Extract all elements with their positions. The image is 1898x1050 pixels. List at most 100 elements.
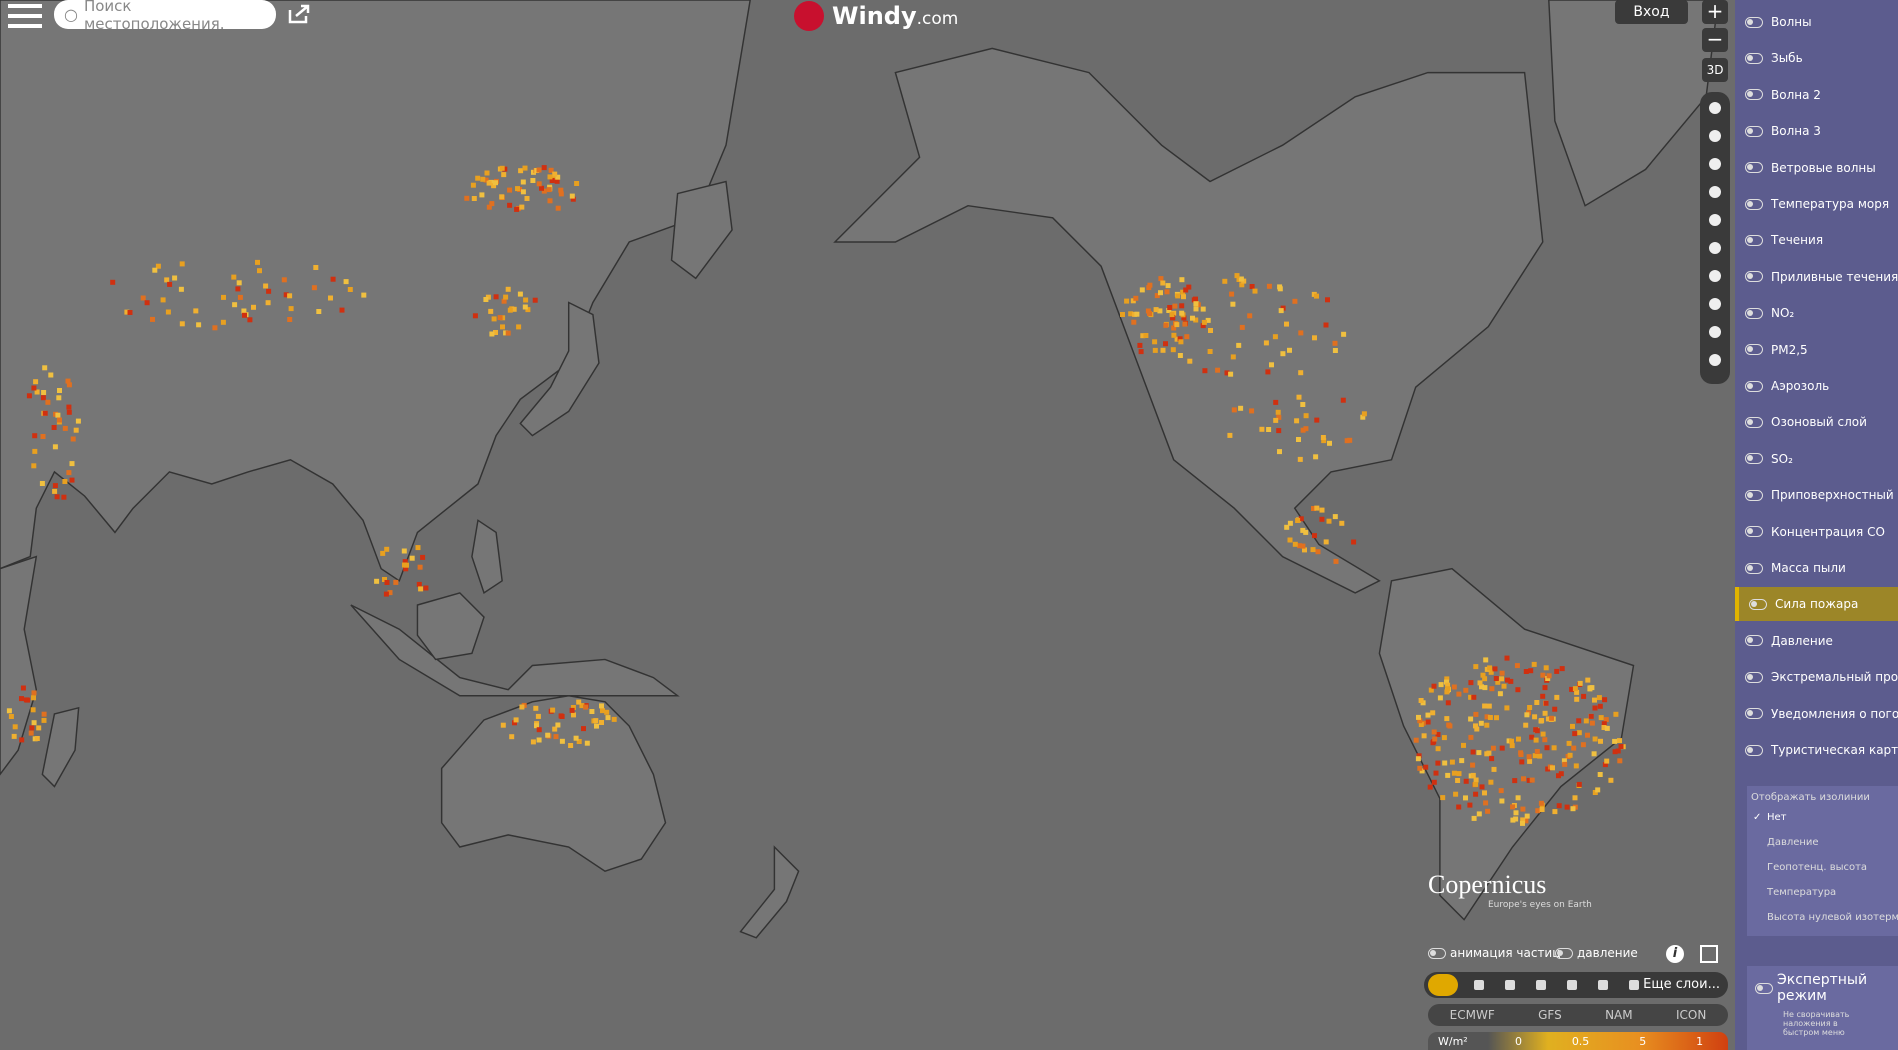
quick-layer-icon[interactable] xyxy=(1474,980,1484,990)
info-button[interactable]: i xyxy=(1666,945,1684,963)
expert-box[interactable]: Экспертный режим Не сворачивать наложени… xyxy=(1747,966,1898,1050)
layer-item[interactable]: PM2,5 xyxy=(1735,333,1898,367)
fire-pixel xyxy=(1239,282,1245,288)
toolbar-icon[interactable] xyxy=(1709,214,1721,226)
zoom-out[interactable]: − xyxy=(1702,28,1728,52)
layer-item[interactable]: Течения xyxy=(1735,223,1898,257)
quick-layer-icon[interactable] xyxy=(1598,980,1608,990)
toolbar-icon[interactable] xyxy=(1709,158,1721,170)
layer-toggle[interactable] xyxy=(1745,744,1763,756)
layer-item[interactable]: NO₂ xyxy=(1735,296,1898,330)
fire-pixel xyxy=(1463,778,1469,784)
zoom-in[interactable]: + xyxy=(1702,0,1728,24)
layer-toggle[interactable] xyxy=(1745,344,1763,356)
layer-item[interactable]: Ветровые волны xyxy=(1735,151,1898,185)
layer-item[interactable]: SO₂ xyxy=(1735,442,1898,476)
toolbar-icon[interactable] xyxy=(1709,130,1721,142)
more-layers[interactable]: Еще слои... xyxy=(1643,977,1720,992)
layer-item[interactable]: Озоновый слой xyxy=(1735,405,1898,439)
layer-item[interactable]: Волны xyxy=(1735,5,1898,39)
share-button[interactable] xyxy=(286,2,314,26)
layer-toggle[interactable] xyxy=(1745,52,1763,64)
layer-item[interactable]: Зыбь xyxy=(1735,41,1898,75)
layer-item[interactable]: Экстремальный прогноз xyxy=(1735,660,1898,694)
quick-layer-icon[interactable] xyxy=(1536,980,1546,990)
layer-item[interactable]: Приливные течения xyxy=(1735,260,1898,294)
layer-toggle[interactable] xyxy=(1745,271,1763,283)
brand[interactable]: Windy .com xyxy=(794,0,958,32)
layer-toggle[interactable] xyxy=(1745,671,1763,683)
quick-layer-icon[interactable] xyxy=(1505,980,1515,990)
toolbar-icon[interactable] xyxy=(1709,354,1721,366)
layer-toggle[interactable] xyxy=(1745,453,1763,465)
layer-toggle[interactable] xyxy=(1745,198,1763,210)
layer-item[interactable]: Концентрация CO xyxy=(1735,515,1898,549)
fire-pixel xyxy=(1311,506,1316,511)
layer-item[interactable]: Волна 2 xyxy=(1735,78,1898,112)
layer-item[interactable]: Сила пожара xyxy=(1735,587,1898,622)
layer-toggle[interactable] xyxy=(1745,125,1763,137)
toolbar-icon[interactable] xyxy=(1709,298,1721,310)
expert-toggle[interactable] xyxy=(1755,982,1773,994)
layer-toggle[interactable] xyxy=(1745,635,1763,647)
layer-item[interactable]: Уведомления о погоде xyxy=(1735,697,1898,731)
menu-button[interactable] xyxy=(6,2,46,30)
layer-toggle[interactable] xyxy=(1745,162,1763,174)
fire-pixel xyxy=(1545,766,1551,772)
fire-pixel xyxy=(231,274,237,280)
layer-toggle[interactable] xyxy=(1745,16,1763,28)
toolbar-icon[interactable] xyxy=(1709,186,1721,198)
layer-toggle[interactable] xyxy=(1745,708,1763,720)
fire-pixel xyxy=(1476,750,1482,756)
layer-item[interactable]: Давление xyxy=(1735,624,1898,658)
layer-toggle[interactable] xyxy=(1745,416,1763,428)
layer-item[interactable]: Аэрозоль xyxy=(1735,369,1898,403)
model-option[interactable]: GFS xyxy=(1538,1008,1562,1022)
view-3d[interactable]: 3D xyxy=(1702,58,1728,82)
layer-toggle[interactable] xyxy=(1749,598,1767,610)
fire-pixel xyxy=(1431,683,1437,689)
layer-item[interactable]: Туристическая карта xyxy=(1735,733,1898,767)
isoline-option[interactable]: Высота нулевой изотермы xyxy=(1767,912,1898,923)
fire-pixel xyxy=(1303,413,1309,419)
layer-item[interactable]: Волна 3 xyxy=(1735,114,1898,148)
toolbar-icon[interactable] xyxy=(1709,102,1721,114)
isoline-option[interactable]: Температура xyxy=(1767,887,1836,898)
layer-toggle[interactable] xyxy=(1745,489,1763,501)
layer-toggle[interactable] xyxy=(1745,380,1763,392)
isoline-option[interactable]: Геопотенц. высота xyxy=(1767,862,1867,873)
menu-bar xyxy=(8,14,42,18)
model-option[interactable]: NAM xyxy=(1605,1008,1633,1022)
toolbar-icon[interactable] xyxy=(1709,270,1721,282)
pressure-control[interactable]: давление xyxy=(1555,946,1638,960)
search-box[interactable]: ○ Поиск местоположения. xyxy=(54,0,276,33)
toolbar-icon[interactable] xyxy=(1709,242,1721,254)
layer-toggle[interactable] xyxy=(1745,562,1763,574)
fire-pixel xyxy=(539,185,544,191)
toolbar-icon[interactable] xyxy=(1709,326,1721,338)
particles-control[interactable]: анимация частиц xyxy=(1428,946,1560,960)
pressure-toggle[interactable] xyxy=(1555,947,1573,959)
layer-item[interactable]: Масса пыли xyxy=(1735,551,1898,585)
isoline-option[interactable]: ✓ Нет xyxy=(1753,812,1787,823)
fire-pixel xyxy=(266,288,272,294)
particles-toggle[interactable] xyxy=(1428,947,1446,959)
quick-layer-icon[interactable] xyxy=(1629,980,1639,990)
active-quick-layer[interactable] xyxy=(1428,974,1458,996)
fire-pixel xyxy=(1432,736,1438,742)
isoline-option[interactable]: Давление xyxy=(1767,837,1819,848)
layer-toggle[interactable] xyxy=(1745,89,1763,101)
fullscreen-button[interactable] xyxy=(1700,945,1718,963)
quick-layer-icon[interactable] xyxy=(1567,980,1577,990)
layer-toggle[interactable] xyxy=(1745,526,1763,538)
fire-pixel xyxy=(1430,740,1436,746)
model-option[interactable]: ICON xyxy=(1675,1008,1707,1022)
login-button[interactable]: Вход xyxy=(1615,0,1688,24)
layer-item[interactable]: Приповерхностный озон xyxy=(1735,478,1898,512)
layer-item[interactable]: Температура моря xyxy=(1735,187,1898,221)
layer-toggle[interactable] xyxy=(1745,234,1763,246)
model-option[interactable]: ECMWF xyxy=(1449,1008,1495,1022)
layer-toggle[interactable] xyxy=(1745,307,1763,319)
fire-pixel xyxy=(28,730,34,736)
